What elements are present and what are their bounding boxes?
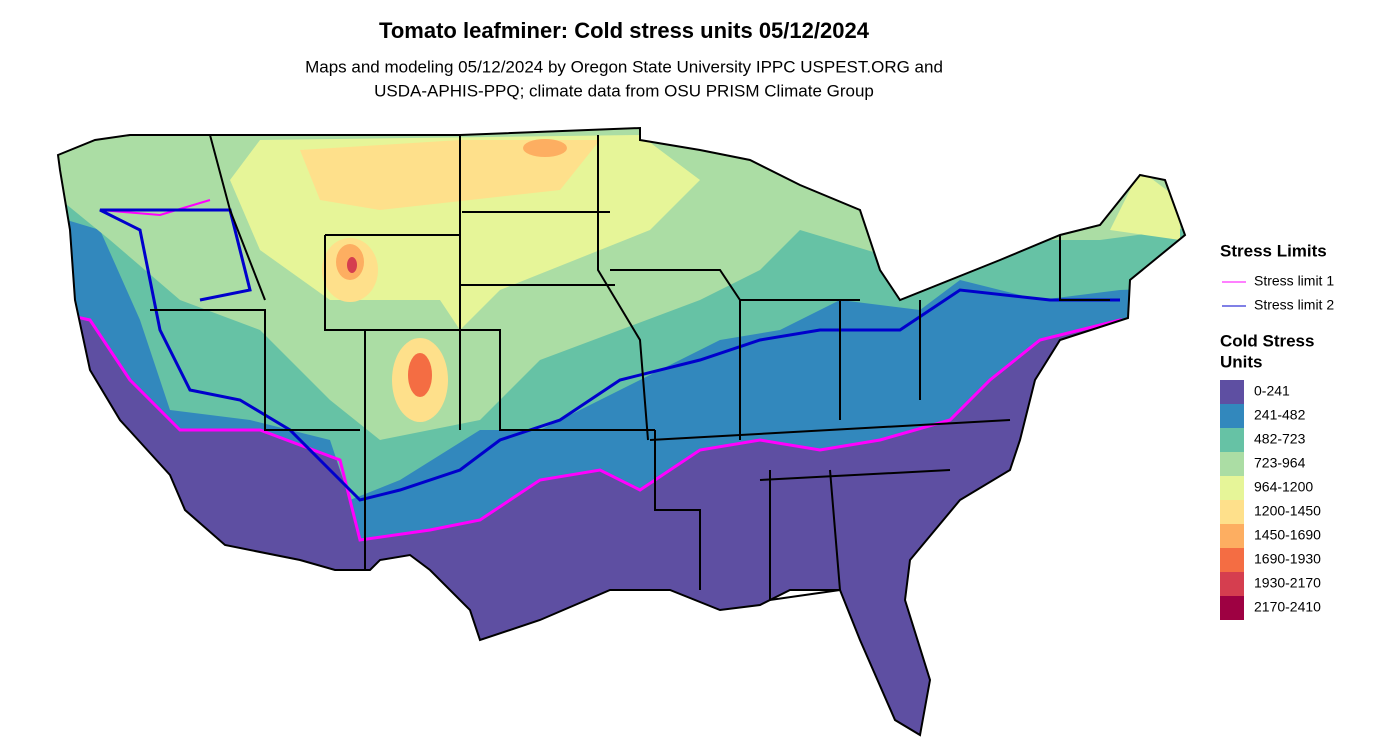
- state-border: [654, 430, 701, 590]
- state-border: [759, 469, 951, 481]
- subtitle: Maps and modeling 05/12/2024 by Oregon S…: [305, 57, 943, 76]
- title: Tomato leafminer: Cold stress units 05/1…: [379, 18, 870, 43]
- state-border: [325, 234, 615, 286]
- legend-label: 964-1200: [1254, 479, 1313, 495]
- zone: [408, 353, 432, 397]
- legend-title: Stress Limits: [1220, 241, 1327, 260]
- state-border: [649, 419, 1011, 441]
- legend-swatch: [1220, 428, 1244, 452]
- legend-label: 241-482: [1254, 407, 1306, 423]
- zone: [347, 257, 357, 273]
- legend-label: 482-723: [1254, 431, 1306, 447]
- legend-title: Cold Stress: [1220, 331, 1314, 350]
- legend-label: 723-964: [1254, 455, 1306, 471]
- legend-swatch: [1220, 380, 1244, 404]
- state-border: [769, 469, 842, 602]
- state-border: [150, 309, 360, 431]
- state-border: [324, 235, 655, 431]
- zone: [1110, 170, 1180, 240]
- legend-label: 1690-1930: [1254, 551, 1321, 567]
- legend-swatch: [1220, 548, 1244, 572]
- legend-label: Stress limit 1: [1254, 273, 1334, 289]
- zone: [523, 139, 567, 157]
- state-border: [597, 135, 649, 441]
- legend-title: Units: [1220, 352, 1263, 371]
- legend-label: 0-241: [1254, 383, 1290, 399]
- state-borders: [57, 127, 1186, 736]
- legend-swatch: [1220, 500, 1244, 524]
- zone: [300, 140, 600, 210]
- legend-swatch: [1220, 524, 1244, 548]
- legend-swatch: [1220, 452, 1244, 476]
- legend-label: 1200-1450: [1254, 503, 1321, 519]
- stress-limit-2-line: [99, 208, 1120, 502]
- legend-swatch: [1220, 476, 1244, 500]
- legend-label: 2170-2410: [1254, 599, 1321, 615]
- subtitle: USDA-APHIS-PPQ; climate data from OSU PR…: [374, 81, 874, 100]
- legend-swatch: [1220, 572, 1244, 596]
- legend: Stress Limits Cold Stress Units Stress l…: [1220, 241, 1334, 620]
- state-border: [209, 134, 266, 301]
- legend-swatch: [1220, 404, 1244, 428]
- stress-limit-1-line: [58, 298, 1185, 542]
- legend-label: 1450-1690: [1254, 527, 1321, 543]
- legend-label: 1930-2170: [1254, 575, 1321, 591]
- stress-limit-1-line: [99, 199, 211, 217]
- state-border: [1059, 235, 1110, 301]
- legend-swatch: [1220, 596, 1244, 620]
- legend-label: Stress limit 2: [1254, 297, 1334, 313]
- state-border: [610, 269, 860, 301]
